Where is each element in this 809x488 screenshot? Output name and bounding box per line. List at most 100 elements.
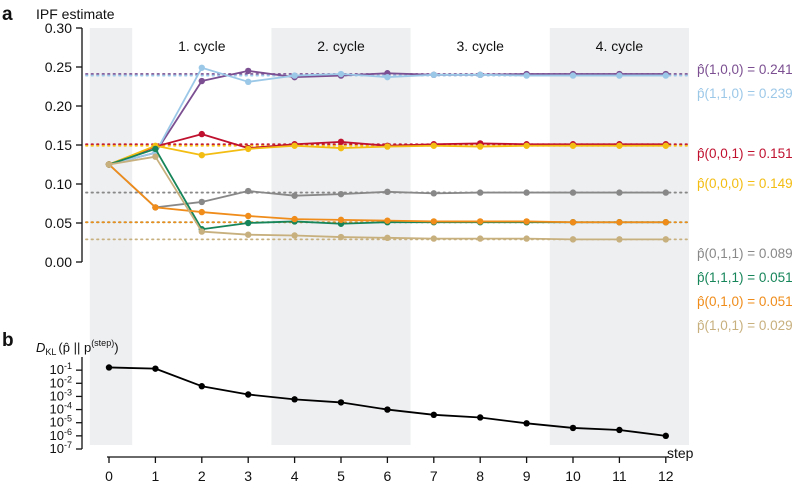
series-2-point-5 <box>337 70 345 78</box>
panel-b-ytick-label-0: 10-1 <box>50 361 72 377</box>
kl-point-10 <box>569 424 577 432</box>
series-6-point-1 <box>152 145 159 153</box>
panel-a-ytick-label-0: 0.00 <box>45 254 72 270</box>
series-label-7: p̂(0,1,0) = 0.051 <box>697 294 793 309</box>
series-8-point-5 <box>337 233 345 241</box>
xtick-label-8: 8 <box>476 468 484 484</box>
xtick-label-2: 2 <box>198 468 206 484</box>
xtick-label-10: 10 <box>565 468 581 484</box>
panel-a-ytick-label-6: 0.30 <box>45 20 72 36</box>
series-2-point-9 <box>523 72 530 79</box>
panel-b-ytick-label-3: 10-4 <box>50 401 72 417</box>
series-4-point-6 <box>384 143 391 150</box>
series-label-1: p̂(1,0,0) = 0.241 <box>697 62 793 77</box>
cycle-label-4: 4. cycle <box>596 38 644 54</box>
series-label-6: p̂(1,1,1) = 0.051 <box>697 270 793 285</box>
series-5-point-3 <box>245 187 252 195</box>
series-8-point-8 <box>477 235 484 242</box>
xtick-label-0: 0 <box>105 468 113 484</box>
series-label-3: p̂(0,0,1) = 0.151 <box>697 146 793 161</box>
series-2-point-4 <box>291 72 298 79</box>
series-4-point-11 <box>616 142 623 149</box>
kl-point-4 <box>291 396 298 403</box>
series-1-point-3 <box>245 67 252 75</box>
panel-a-ytick-label-2: 0.10 <box>45 176 72 192</box>
series-7-point-8 <box>477 218 484 225</box>
series-4-point-8 <box>477 143 484 150</box>
series-8-point-0 <box>105 161 113 168</box>
series-7-point-2 <box>198 208 205 216</box>
series-5-point-7 <box>430 190 437 197</box>
series-6-point-3 <box>245 219 252 227</box>
kl-point-3 <box>245 391 252 398</box>
xtick-label-1: 1 <box>152 468 160 484</box>
series-5-point-9 <box>523 189 530 196</box>
series-8-point-9 <box>523 235 530 242</box>
panel-b-ytick-label-2: 10-3 <box>50 387 72 403</box>
series-4-point-7 <box>430 142 437 149</box>
series-8-point-2 <box>198 228 205 235</box>
series-5-point-12 <box>662 189 669 196</box>
panel-a-series-layer: p̂(1,0,0) = 0.241 p̂(1,1,0) = 0.239 p̂(0,0… <box>105 62 793 333</box>
series-2-point-2 <box>198 64 205 71</box>
series-7-point-7 <box>430 218 437 225</box>
series-4-point-12 <box>662 142 669 149</box>
kl-point-0 <box>105 364 113 371</box>
kl-point-9 <box>523 420 530 427</box>
panel-b-ytick-label-6: 10-7 <box>50 440 72 456</box>
cycle-label-2: 2. cycle <box>317 38 365 54</box>
xtick-label-12: 12 <box>658 468 674 484</box>
series-5-point-4 <box>291 192 298 199</box>
panel-a-ytick-label-4: 0.20 <box>45 98 72 114</box>
axes-layer: 0.00 0.05 0.10 0.15 0.20 0.25 0.30 10-110-210-3… <box>45 20 674 484</box>
series-5-point-8 <box>477 189 484 196</box>
series-7-point-3 <box>245 212 252 220</box>
series-2-point-8 <box>477 71 484 79</box>
panel-b-ytick-label-4: 10-5 <box>50 414 72 430</box>
series-8-point-1 <box>152 153 159 160</box>
series-5-point-11 <box>616 189 623 196</box>
series-7-point-6 <box>384 217 391 224</box>
series-label-4: p̂(0,0,0) = 0.149 <box>697 176 793 191</box>
series-8-point-6 <box>384 234 391 242</box>
xtick-label-11: 11 <box>612 468 627 484</box>
series-label-8: p̂(1,0,1) = 0.029 <box>697 318 793 333</box>
panel-a-title: IPF estimate <box>36 6 115 22</box>
series-2-point-3 <box>245 78 252 86</box>
cycle-label-3: 3. cycle <box>456 38 504 54</box>
kl-point-12 <box>662 432 669 440</box>
panel-a-ytick-label-3: 0.15 <box>45 137 72 153</box>
panel-b-series-layer <box>105 364 669 440</box>
series-4-point-4 <box>291 142 298 149</box>
xtick-label-9: 9 <box>523 468 531 484</box>
panel-a-letter: a <box>2 4 13 25</box>
kl-point-6 <box>384 406 391 413</box>
panel-a-ytick-label-5: 0.25 <box>45 59 72 75</box>
xtick-label-7: 7 <box>430 468 438 484</box>
series-3-point-5 <box>337 138 345 146</box>
series-label-2: p̂(1,1,0) = 0.239 <box>697 86 793 101</box>
kl-point-7 <box>430 411 437 419</box>
series-8-point-10 <box>569 236 577 243</box>
kl-point-2 <box>198 383 205 390</box>
series-4-point-2 <box>198 151 205 159</box>
series-3-point-2 <box>198 130 205 138</box>
kl-point-1 <box>152 365 159 372</box>
series-8-point-12 <box>662 236 669 243</box>
panel-b-ytick-label-1: 10-2 <box>50 374 72 390</box>
series-5-point-10 <box>569 189 577 196</box>
panel-b-ytick-label-5: 10-6 <box>50 427 72 443</box>
series-5-point-2 <box>198 198 205 206</box>
panel-b-xlabel: step <box>667 445 694 461</box>
panel-a-ytick-label-1: 0.05 <box>45 215 72 231</box>
series-1-point-2 <box>198 77 205 85</box>
panel-b-letter: b <box>2 330 14 351</box>
series-label-5: p̂(0,1,1) = 0.089 <box>697 246 793 261</box>
kl-point-5 <box>337 399 345 406</box>
series-7-point-9 <box>523 218 530 225</box>
panel-b-ylabel: DKL (p̂ || p(step)) <box>36 338 119 357</box>
series-7-point-11 <box>616 219 623 226</box>
series-8-point-4 <box>291 232 298 239</box>
series-4-point-10 <box>569 142 577 149</box>
